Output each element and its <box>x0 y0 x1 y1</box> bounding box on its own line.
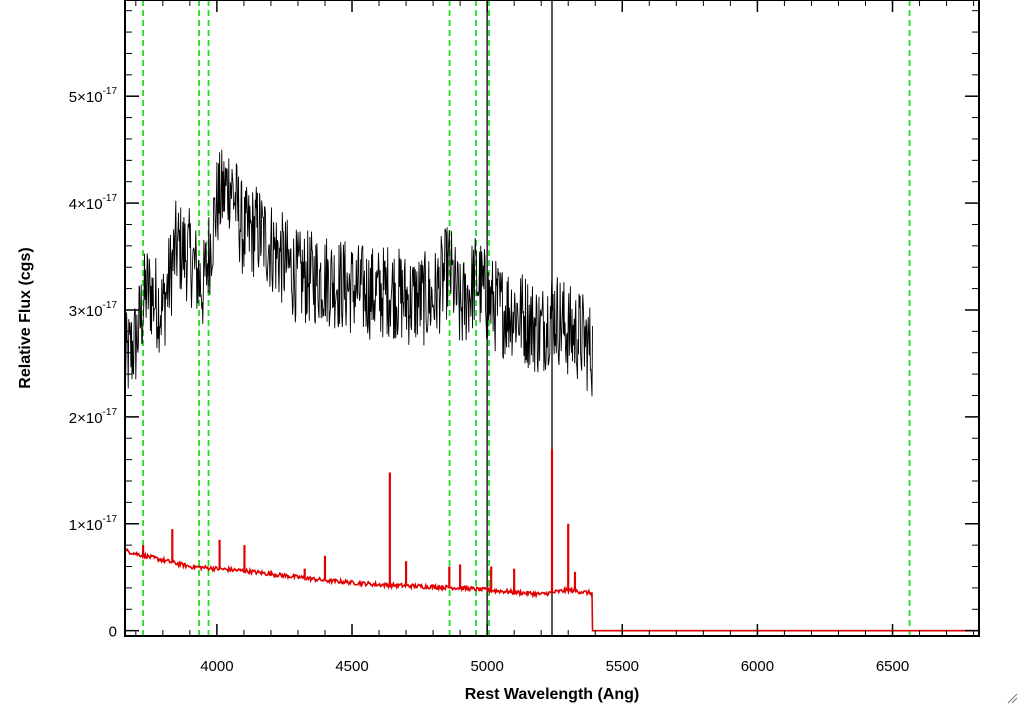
x-tick-label: 5500 <box>606 658 639 675</box>
reference-lines-group <box>142 0 911 636</box>
x-tick-label: 6000 <box>741 658 774 675</box>
ticks-group: 4000 4500 5000 5500 6000 6500 0 1×10-17 2×10-17 3… <box>69 0 979 675</box>
y-tick-label: 0 <box>109 624 117 641</box>
plot-frame <box>124 0 980 637</box>
y-tick-label: 3×10-17 <box>69 300 118 320</box>
axes-group <box>124 0 980 637</box>
observed-spectrum-line <box>125 149 593 397</box>
resize-grip-icon[interactable] <box>1006 692 1018 704</box>
x-axis-title: Rest Wavelength (Ang) <box>465 686 640 703</box>
x-tick-label: 4500 <box>335 658 368 675</box>
y-tick-label: 5×10-17 <box>69 86 118 106</box>
y-tick-label: 4×10-17 <box>69 193 118 213</box>
model-spectrum-line <box>125 547 979 632</box>
y-tick-label: 2×10-17 <box>69 407 118 427</box>
x-tick-label: 4000 <box>200 658 233 675</box>
x-tick-label: 5000 <box>470 658 503 675</box>
y-axis-title: Relative Flux (cgs) <box>17 247 34 388</box>
series-group <box>125 149 979 632</box>
x-tick-label: 6500 <box>876 658 909 675</box>
y-tick-label: 1×10-17 <box>69 514 118 534</box>
